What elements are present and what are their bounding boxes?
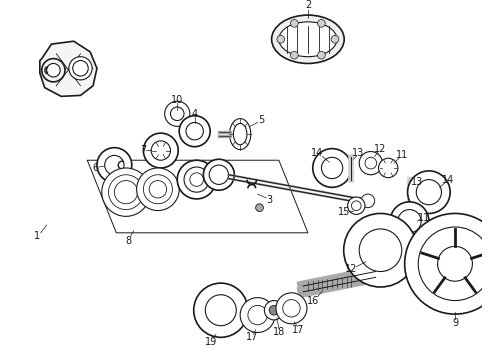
Circle shape (313, 149, 351, 187)
Circle shape (359, 229, 402, 271)
Text: 11: 11 (395, 150, 408, 161)
Circle shape (177, 160, 216, 199)
Circle shape (42, 59, 65, 82)
Circle shape (149, 181, 167, 198)
Circle shape (318, 51, 325, 59)
Circle shape (321, 157, 343, 179)
Circle shape (359, 152, 382, 175)
Circle shape (151, 141, 171, 160)
Circle shape (438, 246, 472, 281)
Circle shape (73, 60, 88, 76)
Circle shape (405, 213, 490, 314)
Circle shape (276, 293, 307, 324)
Circle shape (291, 51, 298, 59)
Circle shape (291, 19, 298, 27)
Text: 15: 15 (338, 207, 350, 216)
Circle shape (105, 156, 124, 175)
Text: 19: 19 (205, 337, 217, 347)
Circle shape (190, 173, 203, 186)
Circle shape (269, 305, 279, 315)
Text: 13: 13 (411, 177, 423, 188)
Circle shape (144, 133, 178, 168)
Circle shape (109, 175, 144, 210)
Circle shape (186, 122, 203, 140)
Circle shape (165, 101, 190, 126)
Text: 8: 8 (126, 235, 132, 246)
Circle shape (144, 175, 172, 204)
Text: 5: 5 (258, 114, 265, 125)
Text: 12: 12 (345, 264, 358, 274)
Circle shape (69, 57, 92, 80)
Circle shape (343, 213, 417, 287)
Text: 12: 12 (374, 144, 387, 154)
Text: 3: 3 (266, 195, 272, 205)
Circle shape (137, 168, 179, 211)
Circle shape (184, 167, 209, 192)
Text: 13: 13 (352, 148, 365, 158)
Circle shape (408, 171, 450, 213)
Text: 11: 11 (418, 213, 430, 223)
Circle shape (256, 204, 264, 212)
Circle shape (203, 159, 234, 190)
Circle shape (351, 201, 361, 211)
Circle shape (365, 157, 377, 169)
Circle shape (283, 300, 300, 317)
Circle shape (416, 180, 441, 205)
Circle shape (361, 194, 375, 208)
Circle shape (102, 168, 150, 216)
Text: 18: 18 (273, 327, 285, 337)
Text: 1: 1 (34, 231, 40, 241)
Text: 17: 17 (292, 325, 304, 334)
Circle shape (179, 116, 210, 147)
Circle shape (398, 210, 421, 233)
Ellipse shape (279, 22, 337, 57)
Circle shape (171, 107, 184, 121)
Polygon shape (40, 41, 97, 96)
Circle shape (47, 63, 60, 77)
Circle shape (318, 19, 325, 27)
Circle shape (240, 298, 275, 333)
Text: 14: 14 (312, 148, 324, 158)
Text: 17: 17 (245, 332, 258, 342)
Text: 10: 10 (171, 95, 183, 105)
Text: 4: 4 (192, 109, 198, 119)
Ellipse shape (271, 15, 344, 63)
Circle shape (205, 295, 236, 326)
Circle shape (418, 227, 490, 301)
Ellipse shape (229, 119, 251, 150)
Circle shape (264, 301, 284, 320)
Text: 2: 2 (305, 0, 311, 10)
Circle shape (248, 305, 267, 325)
Circle shape (347, 197, 365, 215)
Text: 7: 7 (140, 145, 147, 154)
Circle shape (390, 202, 429, 240)
Ellipse shape (233, 123, 247, 145)
Circle shape (379, 158, 398, 177)
Circle shape (209, 165, 228, 184)
Text: 9: 9 (452, 318, 458, 328)
Text: 16: 16 (307, 296, 319, 306)
Circle shape (277, 35, 285, 43)
Circle shape (97, 148, 132, 183)
Text: 14: 14 (442, 175, 454, 185)
Circle shape (194, 283, 248, 337)
Circle shape (114, 181, 138, 204)
Text: 6: 6 (92, 163, 98, 173)
Circle shape (331, 35, 339, 43)
